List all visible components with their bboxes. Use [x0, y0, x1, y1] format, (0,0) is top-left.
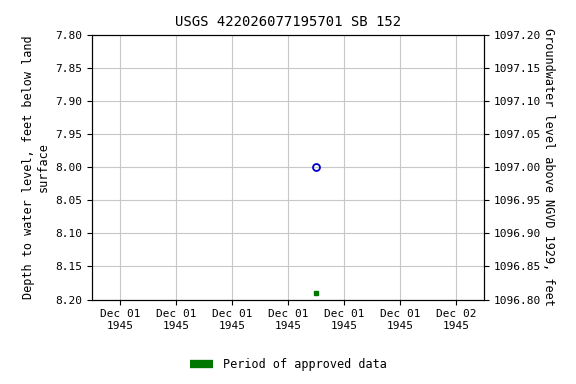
- Title: USGS 422026077195701 SB 152: USGS 422026077195701 SB 152: [175, 15, 401, 29]
- Y-axis label: Groundwater level above NGVD 1929, feet: Groundwater level above NGVD 1929, feet: [541, 28, 555, 306]
- Y-axis label: Depth to water level, feet below land
surface: Depth to water level, feet below land su…: [22, 35, 50, 299]
- Legend: Period of approved data: Period of approved data: [185, 354, 391, 376]
